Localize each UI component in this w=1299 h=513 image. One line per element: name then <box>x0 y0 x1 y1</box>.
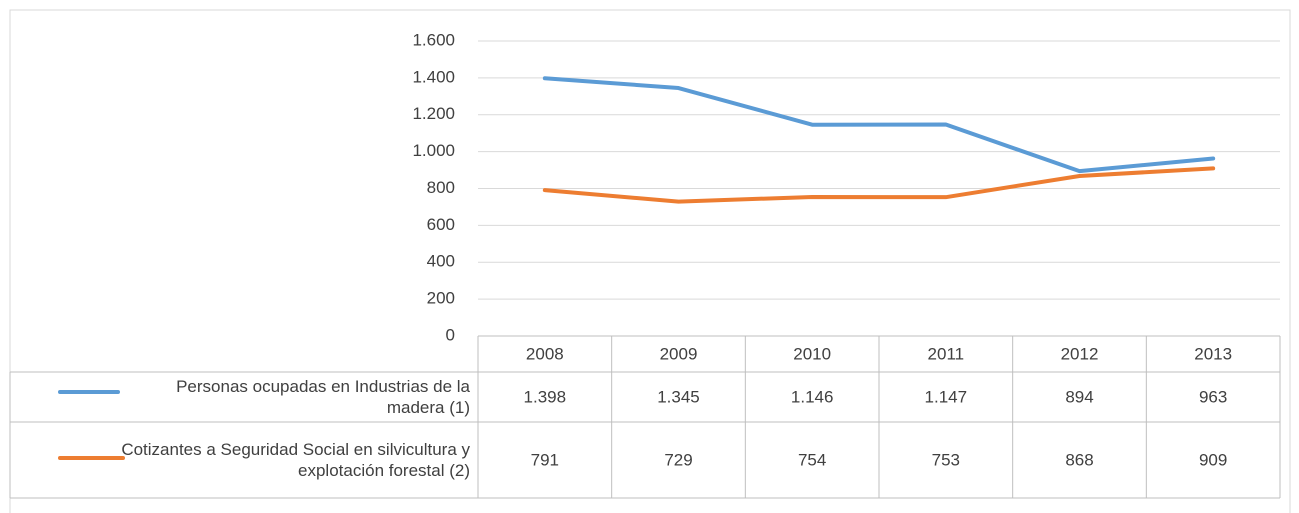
table-value: 1.146 <box>791 387 834 406</box>
table-value: 754 <box>798 450 826 469</box>
x-tick-label: 2008 <box>526 344 564 363</box>
table-value: 963 <box>1199 387 1227 406</box>
y-tick-label: 1.600 <box>412 30 455 49</box>
y-tick-label: 200 <box>427 289 455 308</box>
y-tick-label: 1.000 <box>412 141 455 160</box>
table-value: 1.345 <box>657 387 700 406</box>
table-value: 753 <box>932 450 960 469</box>
legend-label: Cotizantes a Seguridad Social en silvicu… <box>121 440 470 480</box>
table-value: 791 <box>531 450 559 469</box>
y-tick-label: 0 <box>446 325 455 344</box>
table-value: 729 <box>664 450 692 469</box>
x-tick-label: 2009 <box>660 344 698 363</box>
table-value: 909 <box>1199 450 1227 469</box>
legend-label-box: Personas ocupadas en Industrias de la ma… <box>176 377 470 417</box>
y-tick-label: 1.200 <box>412 104 455 123</box>
table-value: 1.398 <box>524 387 567 406</box>
table-value: 1.147 <box>925 387 968 406</box>
legend-label-box: Cotizantes a Seguridad Social en silvicu… <box>121 440 470 480</box>
table-value: 894 <box>1065 387 1093 406</box>
x-tick-label: 2013 <box>1194 344 1232 363</box>
chart-border <box>9 9 1291 513</box>
table-value: 868 <box>1065 450 1093 469</box>
y-tick-label: 400 <box>427 252 455 271</box>
x-tick-label: 2011 <box>928 344 965 363</box>
y-tick-label: 800 <box>427 178 455 197</box>
legend-label: Personas ocupadas en Industrias de la ma… <box>176 377 470 417</box>
y-tick-label: 600 <box>427 215 455 234</box>
y-tick-label: 1.400 <box>412 67 455 86</box>
series-line <box>542 76 1216 174</box>
x-tick-label: 2010 <box>793 344 831 363</box>
x-tick-label: 2012 <box>1061 344 1099 363</box>
series-line <box>542 166 1216 204</box>
